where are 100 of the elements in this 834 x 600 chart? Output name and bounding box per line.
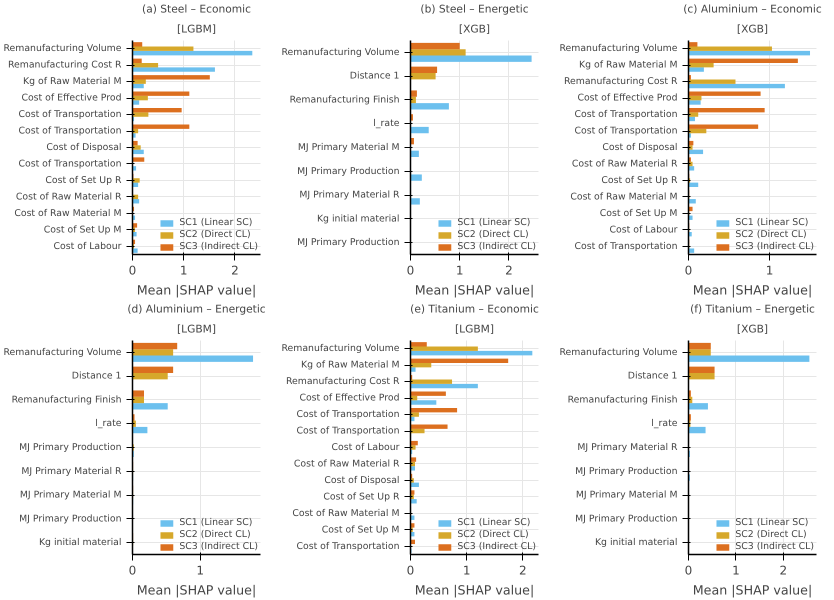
legend-label: SC2 (Direct CL) <box>735 229 807 240</box>
y-tick-label: Kg of Raw Material M <box>301 360 400 371</box>
chart-title: (d) Aluminium – Energetic <box>127 302 266 316</box>
y-tick-label: Kg initial material <box>594 537 678 548</box>
x-axis-title: Mean |SHAP value| <box>136 282 256 298</box>
y-tick-label: Cost of Transportation <box>574 240 678 252</box>
y-tick-label: Kg of Raw Material M <box>579 60 678 71</box>
y-tick-label: Remanufacturing Volume <box>281 46 400 58</box>
chart-title: (a) Steel – Economic <box>142 2 252 16</box>
y-tick-label: Cost of Transportation <box>18 109 122 120</box>
x-tick-label: 1 <box>462 564 470 578</box>
y-tick-label: Remanufacturing Cost R <box>286 376 400 388</box>
y-tick-label: Cost of Disposal <box>602 142 678 153</box>
legend-label: SC1 (Linear SC) <box>457 217 530 228</box>
chart-title: (b) Steel – Energetic <box>420 2 529 16</box>
x-tick-label: 0 <box>684 264 692 278</box>
y-tick-label: Remanufacturing Volume <box>559 43 678 54</box>
y-tick-label: MJ Primary Production <box>575 513 678 524</box>
legend-label: SC3 (Indirect CL) <box>457 541 536 552</box>
legend-label: SC2 (Direct CL) <box>457 229 529 240</box>
y-tick-label: Cost of Effective Prod <box>577 92 678 104</box>
y-tick-label: Cost of Raw Material R <box>294 458 400 470</box>
y-tick-label: Remanufacturing Cost R <box>564 76 678 88</box>
y-tick-label: Cost of Transportation <box>18 126 122 137</box>
y-tick-label: Cost of Labour <box>610 224 678 236</box>
x-tick-label: 2 <box>518 564 527 578</box>
y-tick-label: l_rate <box>373 118 400 130</box>
y-tick-label: Cost of Labour <box>332 442 400 453</box>
y-tick-label: Remanufacturing Finish <box>12 394 122 406</box>
x-axis-title: Mean |SHAP value| <box>692 282 812 298</box>
x-tick-label: 2 <box>779 564 788 578</box>
legend-label: SC2 (Direct CL) <box>179 529 251 540</box>
y-tick-label: MJ Primary Production <box>19 513 122 524</box>
legend-label: SC2 (Direct CL) <box>179 229 251 240</box>
y-tick-label: MJ Primary Material R <box>577 442 678 453</box>
y-tick-label: Remanufacturing Volume <box>3 43 122 54</box>
y-tick-label: Cost of Set Up R <box>45 174 122 186</box>
chart-title: (f) Titanium – Energetic <box>690 302 816 316</box>
x-tick-label: 1 <box>456 264 464 278</box>
x-tick-label: 0 <box>406 264 414 278</box>
y-tick-label: Cost of Raw Material M <box>292 508 400 519</box>
y-tick-label: Kg initial material <box>38 537 122 548</box>
y-tick-label: Cost of Set Up M <box>322 524 400 536</box>
y-tick-label: MJ Primary Production <box>297 237 400 248</box>
y-tick-label: Cost of Labour <box>54 240 122 252</box>
y-tick-label: Cost of Disposal <box>46 142 122 153</box>
legend-label: SC1 (Linear SC) <box>735 517 808 528</box>
x-axis-title: Mean |SHAP value| <box>414 282 534 298</box>
chart-subtitle: [LGBM] <box>176 322 216 336</box>
y-tick-label: Remanufacturing Finish <box>568 394 678 406</box>
x-tick-label: 0 <box>406 564 414 578</box>
y-tick-label: Distance 1 <box>628 370 678 382</box>
legend-label: SC3 (Indirect CL) <box>179 241 258 252</box>
legend-label: SC2 (Direct CL) <box>457 529 529 540</box>
chart-subtitle: [XGB] <box>736 22 768 36</box>
legend-label: SC3 (Indirect CL) <box>457 241 536 252</box>
x-tick-label: 1 <box>180 264 188 278</box>
x-tick-label: 0 <box>128 264 136 278</box>
y-tick-label: MJ Primary Material M <box>298 142 400 153</box>
chart-title: (e) Titanium – Economic <box>410 302 539 316</box>
y-tick-label: MJ Primary Material R <box>21 466 122 477</box>
y-tick-label: Cost of Transportation <box>296 426 400 437</box>
y-tick-label: Remanufacturing Finish <box>290 94 400 106</box>
legend-label: SC3 (Indirect CL) <box>735 241 814 252</box>
y-tick-label: Distance 1 <box>350 70 400 82</box>
chart-subtitle: [XGB] <box>458 22 490 36</box>
legend-label: SC3 (Indirect CL) <box>179 541 258 552</box>
y-tick-label: Cost of Transportation <box>296 409 400 420</box>
y-tick-label: l_rate <box>651 418 678 430</box>
chart-subtitle: [LGBM] <box>176 22 216 36</box>
y-tick-label: Cost of Set Up R <box>323 491 400 502</box>
x-axis-title: Mean |SHAP value| <box>414 582 534 598</box>
y-tick-label: Kg of Raw Material M <box>23 76 122 88</box>
y-tick-label: Cost of Set Up M <box>600 208 678 219</box>
x-tick-label: 2 <box>505 264 513 278</box>
x-tick-label: 2 <box>231 264 239 278</box>
y-tick-label: Kg initial material <box>316 213 400 224</box>
y-tick-label: Remanufacturing Cost R <box>8 60 122 71</box>
chart-subtitle: [XGB] <box>736 322 768 336</box>
y-tick-label: Remanufacturing Volume <box>281 343 400 354</box>
y-tick-label: MJ Primary Material R <box>299 190 400 201</box>
y-tick-label: Cost of Transportation <box>574 109 678 120</box>
x-tick-label: 0 <box>128 564 136 578</box>
chart-subtitle: [LGBM] <box>454 322 494 336</box>
y-tick-label: MJ Primary Material M <box>576 490 678 501</box>
y-tick-label: Distance 1 <box>72 370 122 382</box>
y-tick-label: Cost of Raw Material M <box>570 191 678 202</box>
y-tick-label: Remanufacturing Volume <box>3 346 122 358</box>
x-tick-label: 1 <box>196 564 204 578</box>
x-tick-label: 1 <box>732 564 740 578</box>
y-tick-label: MJ Primary Production <box>297 166 400 177</box>
y-tick-label: MJ Primary Production <box>19 442 122 453</box>
y-tick-label: Remanufacturing Volume <box>559 346 678 358</box>
y-tick-label: MJ Primary Production <box>575 466 678 477</box>
y-tick-label: Cost of Transportation <box>574 126 678 137</box>
y-tick-label: l_rate <box>95 418 122 430</box>
legend-label: SC1 (Linear SC) <box>735 217 808 228</box>
y-tick-label: Cost of Set Up R <box>601 174 678 186</box>
y-tick-label: Cost of Effective Prod <box>299 392 400 404</box>
y-tick-label: MJ Primary Material M <box>20 490 122 501</box>
